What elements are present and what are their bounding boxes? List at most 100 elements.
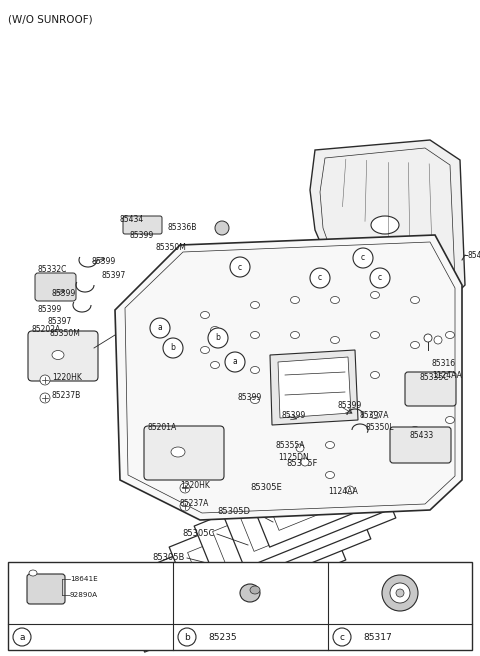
Ellipse shape <box>410 386 420 394</box>
Circle shape <box>301 458 309 466</box>
Text: 85401: 85401 <box>468 251 480 260</box>
FancyBboxPatch shape <box>28 331 98 381</box>
Ellipse shape <box>201 312 209 319</box>
Text: 1125DN: 1125DN <box>278 453 309 462</box>
Ellipse shape <box>290 331 300 338</box>
Ellipse shape <box>445 417 455 424</box>
Circle shape <box>225 352 245 372</box>
Circle shape <box>163 338 183 358</box>
FancyBboxPatch shape <box>144 426 224 480</box>
Text: 85305B: 85305B <box>153 554 185 562</box>
Text: 85305D: 85305D <box>217 506 250 516</box>
Text: 85434: 85434 <box>120 216 144 224</box>
Text: 85350L: 85350L <box>365 424 394 432</box>
Ellipse shape <box>410 342 420 348</box>
Ellipse shape <box>251 302 260 308</box>
Ellipse shape <box>251 331 260 338</box>
Ellipse shape <box>290 297 300 304</box>
Text: b: b <box>170 344 175 352</box>
Circle shape <box>346 486 354 494</box>
Polygon shape <box>278 357 351 418</box>
Circle shape <box>434 336 442 344</box>
FancyBboxPatch shape <box>405 372 456 406</box>
Text: 85235: 85235 <box>208 632 237 642</box>
Polygon shape <box>144 497 346 631</box>
Text: 85335C: 85335C <box>420 373 449 382</box>
FancyBboxPatch shape <box>35 273 76 301</box>
Circle shape <box>390 583 410 603</box>
Text: 85399: 85399 <box>52 289 76 298</box>
Text: 85397: 85397 <box>48 318 72 327</box>
Text: 85399: 85399 <box>130 230 154 239</box>
Text: 92890A: 92890A <box>70 592 98 598</box>
Text: 1124AA: 1124AA <box>328 487 358 497</box>
Ellipse shape <box>325 441 335 449</box>
Text: c: c <box>361 253 365 262</box>
Text: 85305F: 85305F <box>287 459 318 468</box>
Polygon shape <box>219 434 421 568</box>
Text: 1124AA: 1124AA <box>432 371 462 380</box>
Polygon shape <box>169 476 371 610</box>
Text: 1220HK: 1220HK <box>180 480 210 489</box>
Circle shape <box>178 628 196 646</box>
Circle shape <box>310 268 330 288</box>
Circle shape <box>150 318 170 338</box>
Ellipse shape <box>410 297 420 304</box>
Polygon shape <box>353 264 408 297</box>
Text: c: c <box>238 262 242 272</box>
Polygon shape <box>310 140 465 315</box>
Circle shape <box>333 628 351 646</box>
Ellipse shape <box>445 331 455 338</box>
Text: b: b <box>216 333 220 342</box>
Circle shape <box>215 221 229 235</box>
Ellipse shape <box>29 570 37 576</box>
Circle shape <box>296 444 304 452</box>
Text: c: c <box>339 632 345 642</box>
Polygon shape <box>270 350 358 425</box>
Ellipse shape <box>410 426 420 434</box>
Text: 85399: 85399 <box>282 411 306 419</box>
Text: 85332C: 85332C <box>38 266 67 274</box>
Text: 18641E: 18641E <box>70 576 98 582</box>
Circle shape <box>230 257 250 277</box>
Circle shape <box>180 501 190 511</box>
Ellipse shape <box>331 377 339 384</box>
Circle shape <box>353 248 373 268</box>
Polygon shape <box>345 258 415 302</box>
Ellipse shape <box>240 584 260 602</box>
Ellipse shape <box>290 367 300 373</box>
Text: a: a <box>19 632 25 642</box>
Text: 85201A: 85201A <box>148 424 177 432</box>
Ellipse shape <box>371 216 399 234</box>
Ellipse shape <box>250 586 260 594</box>
Text: c: c <box>318 274 322 283</box>
Text: 85305E: 85305E <box>250 483 282 491</box>
Circle shape <box>40 375 50 385</box>
Ellipse shape <box>52 350 64 359</box>
Circle shape <box>396 589 404 597</box>
Text: 85399: 85399 <box>238 392 262 401</box>
Ellipse shape <box>371 411 380 419</box>
Text: 85305C: 85305C <box>182 529 215 539</box>
Ellipse shape <box>201 346 209 354</box>
Text: 85355A: 85355A <box>275 440 304 449</box>
FancyBboxPatch shape <box>123 216 162 234</box>
Circle shape <box>40 393 50 403</box>
FancyBboxPatch shape <box>27 574 65 604</box>
Text: 85237B: 85237B <box>52 392 81 401</box>
Text: 85316: 85316 <box>432 358 456 367</box>
Circle shape <box>382 575 418 611</box>
Circle shape <box>424 334 432 342</box>
Polygon shape <box>119 518 321 652</box>
Polygon shape <box>115 235 462 520</box>
Text: 85397: 85397 <box>102 270 126 279</box>
Text: 85202A: 85202A <box>32 325 61 335</box>
Circle shape <box>13 628 31 646</box>
Text: 85336B: 85336B <box>168 224 197 232</box>
Text: 85433: 85433 <box>410 430 434 440</box>
Circle shape <box>180 483 190 493</box>
Text: 85399: 85399 <box>92 258 116 266</box>
Ellipse shape <box>290 401 300 409</box>
Ellipse shape <box>251 367 260 373</box>
Ellipse shape <box>371 291 380 298</box>
